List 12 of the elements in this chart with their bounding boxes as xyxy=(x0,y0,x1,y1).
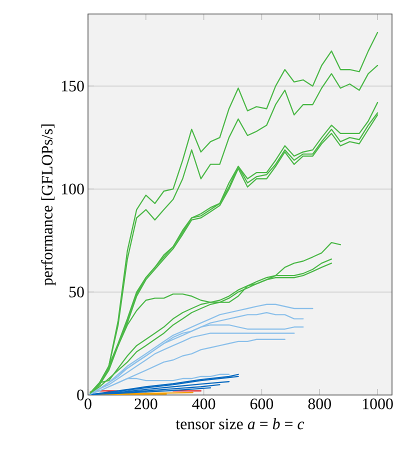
x-tick-label: 600 xyxy=(250,398,274,410)
y-tick-label: 50 xyxy=(69,286,84,298)
y-axis-title: performance [GFLOPs/s] xyxy=(41,124,56,286)
y-tick-label: 100 xyxy=(62,184,84,194)
x-tick-label: 1000 xyxy=(362,398,393,410)
y-tick-label: 0 xyxy=(77,390,84,400)
x-tick-label: 400 xyxy=(192,398,216,410)
x-axis-title: tensor size a = b = c xyxy=(176,418,304,430)
x-tick-label: 0 xyxy=(84,398,92,410)
x-tick-label: 200 xyxy=(134,398,158,410)
x-tick-label: 800 xyxy=(308,398,331,410)
y-tick-label: 150 xyxy=(62,80,84,92)
